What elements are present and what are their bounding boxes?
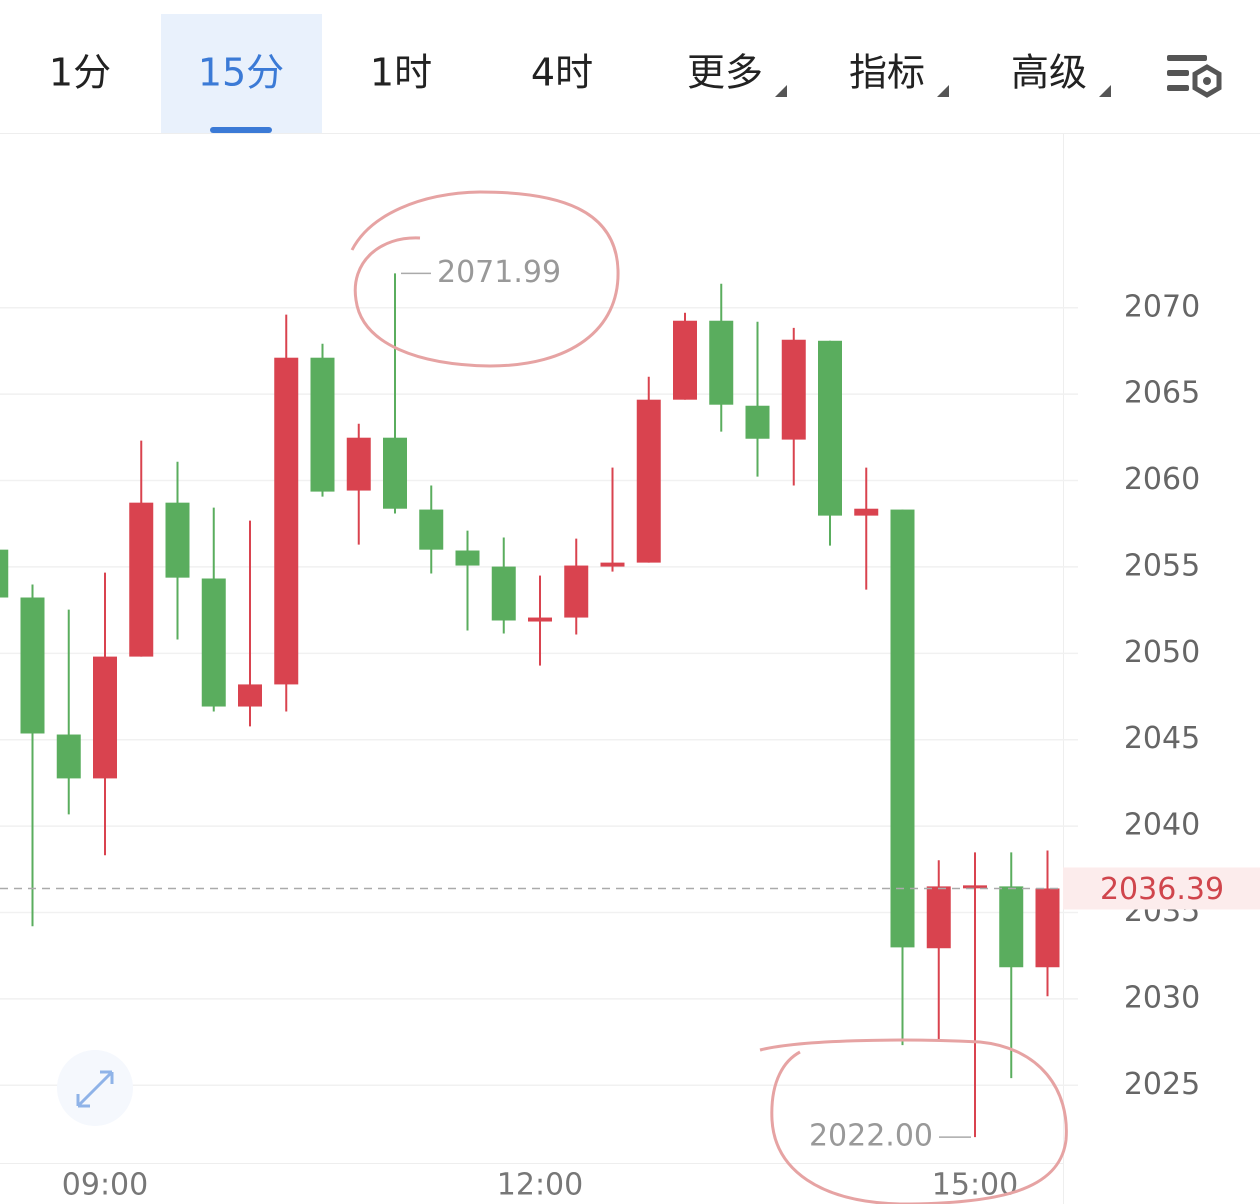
candle-body — [926, 886, 951, 949]
candle-body — [274, 357, 299, 685]
candle-body — [0, 549, 9, 598]
tab[interactable]: 1时 — [370, 51, 432, 95]
tab[interactable]: 更多 — [687, 51, 763, 95]
hand-circle — [759, 1038, 1068, 1204]
dropdown-arrow — [1099, 85, 1111, 97]
y-tick-label: 2060 — [1124, 462, 1200, 497]
expand-arrows — [76, 1070, 114, 1108]
candle-body — [93, 656, 117, 779]
icon-bar — [1167, 85, 1189, 91]
candle-body — [890, 509, 915, 948]
candle-body — [419, 509, 444, 550]
icon-bar — [1167, 55, 1207, 61]
candle-body — [346, 437, 371, 491]
y-tick-label: 2070 — [1124, 289, 1200, 324]
candle-body — [963, 885, 987, 889]
candle-body — [781, 339, 806, 440]
expand-button[interactable] — [57, 1050, 133, 1126]
tab[interactable]: 指标 — [849, 51, 925, 95]
y-tick-label: 2025 — [1124, 1067, 1200, 1102]
candle-body — [673, 320, 697, 400]
dropdown-arrow — [775, 85, 787, 97]
last-price-bg — [1063, 867, 1260, 910]
candle-body — [129, 502, 154, 657]
icon-hex — [1192, 64, 1222, 98]
tab[interactable]: 1分 — [49, 51, 111, 95]
min-label: 2022.00 — [809, 1119, 933, 1154]
y-tick-label: 2050 — [1124, 635, 1200, 670]
y-tick-label: 2030 — [1124, 980, 1200, 1015]
y-tick-label: 2055 — [1124, 548, 1200, 583]
candle-body — [165, 502, 190, 578]
y-tick-label: 2065 — [1124, 376, 1200, 411]
x-tick-label: 09:00 — [62, 1168, 148, 1203]
candle-body — [383, 437, 407, 509]
candle-body — [600, 562, 625, 567]
candle-body — [745, 405, 770, 439]
last-price-label: 2036.39 — [1100, 872, 1224, 907]
x-tick-label: 15:00 — [932, 1168, 1018, 1203]
max-label: 2071.99 — [437, 255, 561, 290]
candle-body — [709, 320, 734, 405]
candle-body — [854, 508, 879, 516]
candle-body — [636, 399, 661, 563]
candle-body — [491, 566, 516, 621]
tab[interactable]: 4时 — [531, 51, 593, 95]
icon-bar — [1167, 70, 1189, 76]
tab-underline — [210, 127, 272, 133]
tab-bar: 1分 15分 1时 4时 更多 指标 高级 — [49, 14, 1111, 133]
candle-body — [818, 340, 842, 516]
y-tick-label: 2040 — [1124, 808, 1200, 843]
tab-active-bg — [161, 14, 322, 133]
y-tick-label: 2045 — [1124, 721, 1200, 756]
candle-body — [56, 734, 81, 779]
candle-body — [201, 578, 226, 707]
dropdown-arrow — [937, 85, 949, 97]
candle-body — [455, 550, 480, 566]
candle-body — [1035, 888, 1060, 968]
candle-body — [238, 684, 262, 707]
candle-body — [999, 886, 1024, 968]
tab[interactable]: 15分 — [198, 51, 284, 95]
candle-body — [528, 617, 552, 622]
settings-icon[interactable] — [1167, 55, 1222, 98]
candle-body — [310, 357, 335, 492]
icon-dot — [1203, 77, 1211, 85]
candle-body — [564, 565, 589, 618]
candle-body — [20, 597, 45, 734]
x-tick-label: 12:00 — [497, 1168, 583, 1203]
plot: 2025203020352040204520502055206020652070… — [0, 255, 1260, 1203]
tab[interactable]: 高级 — [1011, 51, 1087, 95]
hand-circle — [350, 190, 620, 368]
